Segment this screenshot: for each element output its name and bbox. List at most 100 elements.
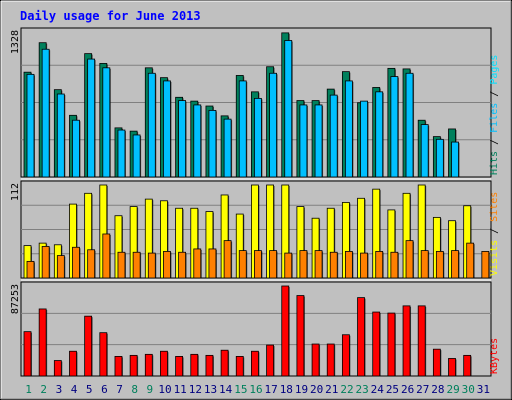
bar-kbytes-day-18 (281, 285, 290, 377)
bar-sites-day-11 (178, 251, 187, 279)
bar-sites-day-18 (284, 252, 293, 279)
day-label-24: 24 (371, 383, 385, 396)
panel-legend: Visits / Sites (489, 192, 500, 276)
bar-kbytes-day-11 (175, 356, 184, 377)
bar-sites-day-20 (314, 250, 323, 279)
day-label-9: 9 (147, 383, 154, 396)
day-label-17: 17 (265, 383, 278, 396)
bar-kbytes-day-8 (129, 354, 138, 377)
day-label-20: 20 (310, 383, 323, 396)
bar-files-day-23 (360, 100, 368, 178)
bar-files-day-7 (117, 129, 126, 178)
bar-kbytes-day-30 (463, 354, 472, 377)
panel-max-label: 112 (10, 183, 21, 201)
bar-files-day-8 (132, 134, 141, 178)
day-label-22: 22 (340, 383, 353, 396)
day-label-29: 29 (446, 383, 459, 396)
bar-sites-day-1 (26, 260, 35, 279)
bar-files-day-1 (26, 73, 35, 178)
day-label-28: 28 (431, 383, 444, 396)
bar-kbytes-day-25 (387, 312, 396, 377)
bar-files-day-4 (72, 119, 80, 178)
bar-kbytes-day-12 (190, 353, 199, 377)
legend-files: Files (489, 103, 500, 133)
bar-files-day-29 (451, 141, 459, 178)
bar-files-day-18 (284, 40, 293, 178)
bar-sites-day-21 (329, 251, 338, 279)
bar-sites-day-17 (269, 250, 277, 279)
day-label-4: 4 (71, 383, 78, 396)
day-label-16: 16 (249, 383, 262, 396)
panel-max-label: 87253 (10, 284, 21, 314)
bar-files-day-26 (405, 72, 414, 178)
bar-kbytes-day-17 (266, 344, 274, 377)
bar-kbytes-day-24 (372, 311, 381, 377)
bar-files-day-28 (435, 138, 444, 178)
day-label-12: 12 (189, 383, 202, 396)
bar-kbytes-day-29 (448, 358, 456, 377)
bar-sites-day-13 (208, 248, 217, 279)
panel-legend: Hits / Files / Pages (489, 55, 500, 175)
bar-sites-day-23 (360, 252, 368, 279)
bar-files-day-5 (87, 58, 96, 178)
bar-sites-day-7 (117, 251, 126, 279)
legend-hits: Hits (489, 151, 500, 175)
bar-files-day-15 (238, 80, 247, 178)
bar-files-day-25 (390, 76, 399, 178)
bar-sites-day-25 (390, 251, 399, 279)
bar-kbytes-day-23 (357, 297, 365, 377)
day-label-13: 13 (204, 383, 217, 396)
day-label-15: 15 (234, 383, 247, 396)
legend-pages: Pages (489, 55, 500, 85)
bar-kbytes-day-10 (160, 350, 168, 377)
panel-max-label: 1328 (10, 30, 21, 54)
bar-kbytes-day-1 (23, 331, 32, 377)
bar-sites-day-29 (451, 250, 459, 279)
bar-sites-day-19 (299, 250, 308, 279)
bar-files-day-10 (163, 80, 171, 178)
bar-files-day-9 (147, 72, 156, 178)
panel-hits_files_pages: 1328 Hits / Files / Pages (10, 27, 500, 178)
bar-files-day-12 (193, 104, 202, 178)
day-label-11: 11 (174, 383, 187, 396)
legend-visits: Visits (489, 240, 500, 276)
bar-files-day-19 (299, 104, 308, 178)
bar-kbytes-day-21 (326, 343, 335, 377)
bar-kbytes-day-13 (205, 354, 214, 377)
bar-sites-day-30 (466, 242, 475, 279)
bar-kbytes-day-20 (311, 343, 320, 377)
day-label-3: 3 (56, 383, 63, 396)
bar-sites-day-10 (163, 251, 171, 279)
bar-sites-day-14 (223, 240, 232, 279)
bar-sites-day-6 (102, 233, 111, 279)
bar-kbytes-day-27 (417, 305, 426, 377)
day-label-21: 21 (325, 383, 338, 396)
day-label-23: 23 (356, 383, 369, 396)
bar-sites-day-16 (254, 250, 262, 279)
day-label-5: 5 (86, 383, 93, 396)
day-label-30: 30 (462, 383, 475, 396)
bar-sites-day-31 (481, 251, 490, 279)
bar-sites-day-5 (87, 249, 96, 279)
bar-sites-day-22 (344, 251, 353, 279)
bar-files-day-21 (329, 94, 338, 178)
panel-kbytes: 87253 KBytes (10, 279, 500, 377)
bar-sites-day-12 (193, 248, 202, 279)
bar-files-day-3 (56, 93, 65, 178)
bar-kbytes-day-14 (220, 349, 229, 377)
bar-sites-day-28 (435, 251, 444, 279)
bar-sites-day-15 (238, 250, 247, 279)
bar-kbytes-day-16 (251, 350, 259, 377)
day-label-26: 26 (401, 383, 414, 396)
bar-kbytes-day-7 (114, 356, 123, 377)
bar-files-day-2 (41, 48, 50, 178)
bar-files-day-11 (178, 100, 187, 178)
day-label-10: 10 (158, 383, 171, 396)
bar-kbytes-day-28 (432, 348, 441, 377)
bar-kbytes-day-19 (296, 295, 305, 377)
bar-sites-day-27 (420, 250, 429, 279)
day-label-6: 6 (101, 383, 108, 396)
bar-files-day-22 (344, 80, 353, 178)
bar-sites-day-26 (405, 240, 414, 279)
